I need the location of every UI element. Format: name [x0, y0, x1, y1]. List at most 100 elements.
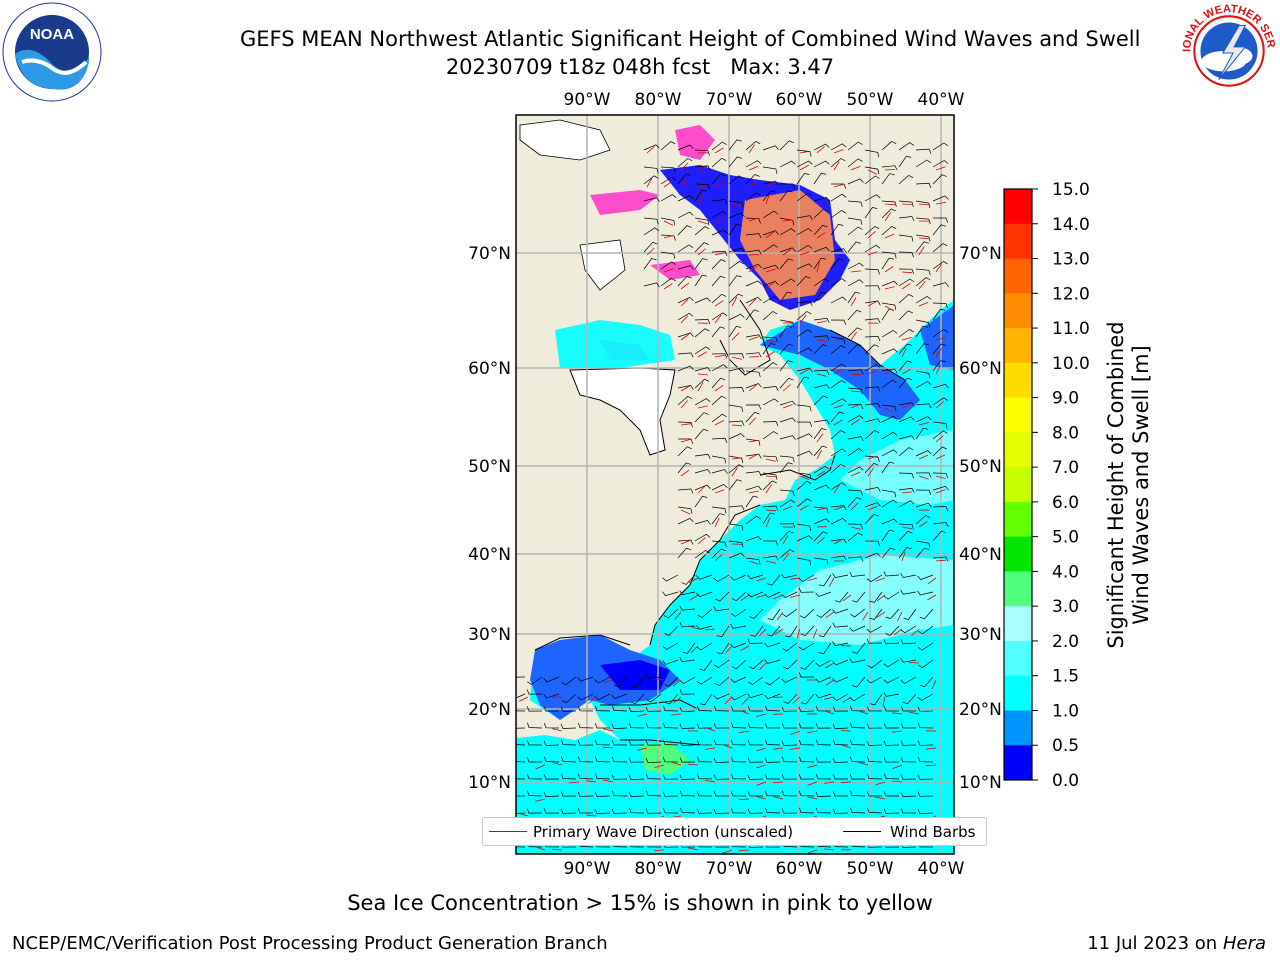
wave-direction-arrow — [663, 268, 674, 273]
colorbar-segment — [1004, 745, 1032, 781]
wind-barb — [830, 158, 846, 168]
wind-barb — [745, 263, 762, 270]
colorbar-segment — [1004, 536, 1032, 572]
wind-barb — [881, 348, 898, 355]
caribbean-high-wave-patch — [640, 742, 690, 775]
wind-barb — [628, 757, 645, 763]
wind-barb — [611, 774, 628, 780]
wind-barb — [832, 706, 849, 712]
wind-barb — [779, 530, 794, 542]
wind-barb — [851, 676, 866, 688]
wind-barb — [730, 574, 747, 581]
wind-barb — [728, 156, 743, 168]
wind-barb — [779, 343, 794, 355]
wave-direction-arrow — [927, 594, 937, 601]
wind-barb — [900, 723, 917, 729]
wave-direction-arrow — [672, 679, 682, 687]
wind-barb — [847, 369, 864, 375]
wind-barb — [849, 658, 866, 663]
wave-direction-arrow — [646, 178, 653, 188]
wave-direction-arrow — [901, 271, 913, 274]
sea-ice-note: Sea Ice Concentration > 15% is shown in … — [347, 891, 933, 915]
wave-direction-arrow — [714, 553, 723, 562]
wind-barb — [745, 453, 762, 459]
wind-barb — [747, 693, 764, 699]
wave-direction-arrow — [833, 506, 844, 511]
wave-direction-arrow — [850, 502, 859, 511]
wave-direction-arrow — [758, 662, 767, 671]
wave-direction-arrow — [901, 551, 906, 562]
wind-barb — [932, 530, 947, 542]
wind-barb — [577, 808, 593, 814]
wind-barb — [764, 723, 781, 729]
wave-direction-arrow — [782, 248, 792, 256]
wave-direction-arrow — [552, 762, 563, 766]
wind-barb — [694, 258, 708, 270]
wave-direction-arrow — [799, 164, 809, 171]
wind-barb — [645, 673, 662, 679]
wind-barb — [767, 608, 781, 621]
wave-direction-arrow — [812, 628, 818, 639]
wind-barb — [745, 160, 762, 168]
wind-barb — [516, 727, 526, 729]
wind-barb — [779, 319, 795, 328]
wind-barb — [883, 571, 900, 577]
wave-direction-arrow — [697, 195, 704, 205]
wind-barb — [595, 756, 611, 763]
wind-barb — [711, 506, 727, 514]
colorbar-segment — [1004, 258, 1032, 294]
wind-barb — [696, 574, 713, 580]
wind-barb — [847, 344, 862, 355]
wind-barb — [830, 379, 846, 389]
wave-direction-arrow — [935, 263, 942, 273]
wind-barb — [881, 529, 895, 542]
wind-barb — [611, 693, 628, 699]
wave-direction-arrow — [535, 798, 546, 802]
wave-direction-arrow — [739, 710, 750, 715]
wave-direction-arrow — [765, 194, 770, 205]
wind-barb — [713, 791, 729, 797]
wind-barb — [643, 227, 660, 236]
wind-barb — [847, 226, 863, 236]
lon-label-top: 70°W — [706, 90, 753, 110]
wind-barb — [932, 243, 948, 253]
wind-barb — [728, 420, 745, 426]
lat-label-left: 20°N — [468, 700, 511, 720]
lat-label-right: 10°N — [959, 773, 1002, 793]
wave-direction-arrow — [748, 180, 758, 188]
wind-barb — [813, 384, 830, 390]
wind-barb — [516, 846, 526, 848]
wind-barb — [881, 489, 897, 498]
wind-barb — [713, 574, 730, 582]
wave-direction-arrow — [850, 404, 861, 409]
wind-barb — [915, 234, 931, 242]
wind-barb — [830, 209, 846, 219]
wind-barb — [779, 417, 796, 423]
wind-barb — [869, 608, 883, 620]
wave-direction-arrow — [918, 521, 928, 528]
wind-barb — [697, 608, 713, 619]
wind-barb — [646, 773, 662, 780]
wind-barb — [800, 625, 815, 637]
wave-direction-arrow — [654, 678, 665, 681]
wave-direction-arrow — [731, 203, 742, 207]
wave-direction-arrow — [756, 781, 767, 786]
wind-barb — [711, 540, 727, 548]
wind-barb — [681, 574, 696, 585]
wind-barb — [745, 438, 761, 446]
wave-direction-arrow — [833, 149, 844, 154]
wind-barb — [864, 462, 879, 474]
wave-direction-arrow — [828, 577, 835, 587]
wind-barb — [516, 778, 526, 780]
date-stamp: 11 Jul 2023 on Hera — [1087, 933, 1266, 954]
wind-barb — [662, 705, 679, 712]
wind-barb — [762, 336, 778, 343]
colorbar-segment — [1004, 501, 1032, 538]
wind-barb — [630, 676, 645, 688]
wind-barb — [881, 431, 898, 440]
colorbar — [1004, 189, 1032, 781]
wind-barb — [813, 291, 827, 304]
wind-barb — [864, 207, 878, 219]
wind-barb — [847, 200, 863, 207]
wind-barb — [932, 174, 947, 185]
